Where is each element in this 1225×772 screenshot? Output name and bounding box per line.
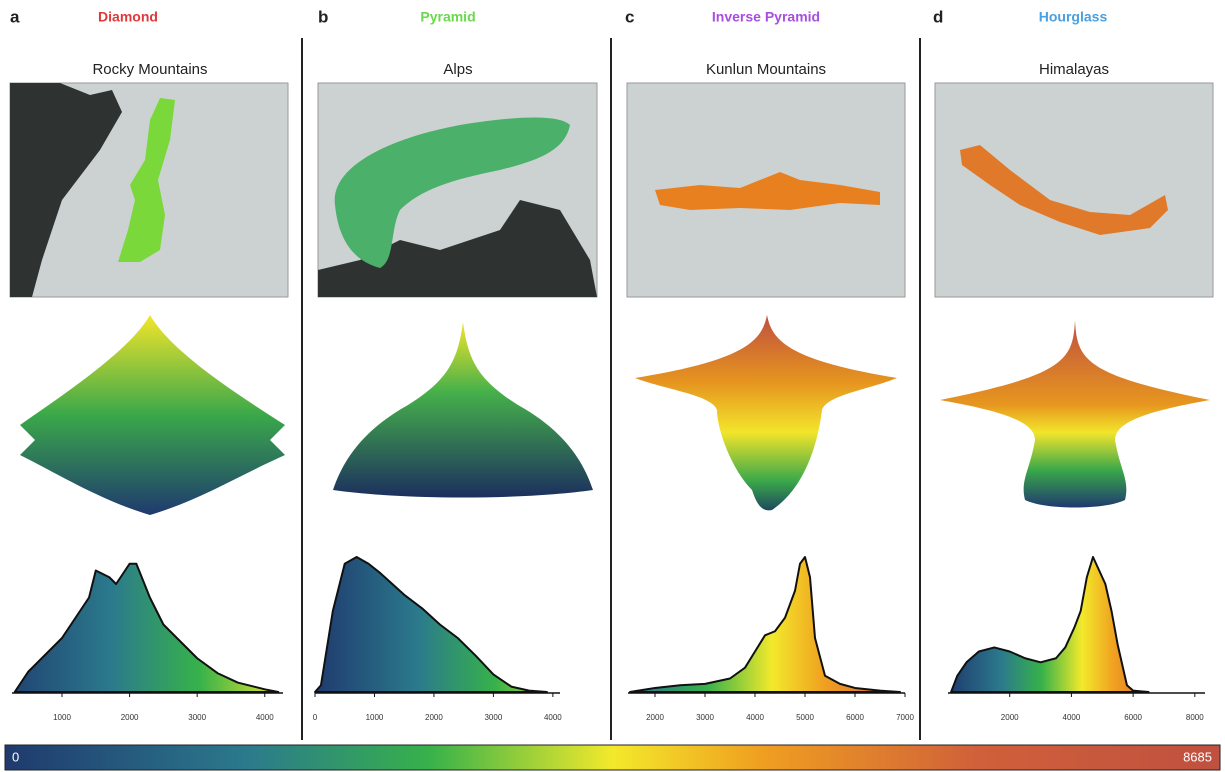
- density-curve: [951, 557, 1148, 692]
- shape-type: Inverse Pyramid: [712, 9, 820, 25]
- colorbar: [5, 745, 1220, 770]
- x-tick-label: 3000: [696, 713, 714, 722]
- x-tick-label: 1000: [366, 713, 384, 722]
- panel-letter: a: [10, 7, 20, 26]
- panel-letter: c: [625, 7, 634, 26]
- density-curve: [630, 557, 900, 692]
- x-tick-label: 4000: [1063, 713, 1081, 722]
- x-tick-label: 4000: [746, 713, 764, 722]
- x-tick-label: 4000: [544, 713, 562, 722]
- region-name: Rocky Mountains: [92, 61, 207, 78]
- x-tick-label: 7000: [896, 713, 914, 722]
- x-tick-label: 2000: [1001, 713, 1019, 722]
- x-tick-label: 6000: [846, 713, 864, 722]
- x-tick-label: 8000: [1186, 713, 1204, 722]
- x-tick-label: 2000: [121, 713, 139, 722]
- colorbar-min: 0: [12, 749, 19, 764]
- figure: 0 8685 a Diamond Rocky Mountains 1000 2000 30…: [0, 0, 1225, 772]
- x-tick-label: 3000: [484, 713, 502, 722]
- density-curve: [315, 557, 547, 692]
- x-tick-label: 2000: [646, 713, 664, 722]
- colorbar-max: 8685: [1183, 749, 1212, 764]
- x-tick-label: 6000: [1124, 713, 1142, 722]
- shape-type: Diamond: [98, 9, 158, 25]
- shape-type: Hourglass: [1039, 9, 1108, 25]
- shapes: [20, 315, 1210, 515]
- x-tick-label: 1000: [53, 713, 71, 722]
- x-tick-label: 2000: [425, 713, 443, 722]
- x-tick-label: 0: [313, 713, 318, 722]
- x-tick-label: 3000: [188, 713, 206, 722]
- shape-type: Pyramid: [420, 9, 475, 25]
- panel-letter: b: [318, 7, 328, 26]
- region-name: Himalayas: [1039, 61, 1109, 78]
- region-name: Kunlun Mountains: [706, 61, 826, 78]
- region-name: Alps: [443, 61, 472, 78]
- density-curve: [15, 564, 279, 692]
- panel-letter: d: [933, 7, 943, 26]
- x-tick-label: 5000: [796, 713, 814, 722]
- x-tick-label: 4000: [256, 713, 274, 722]
